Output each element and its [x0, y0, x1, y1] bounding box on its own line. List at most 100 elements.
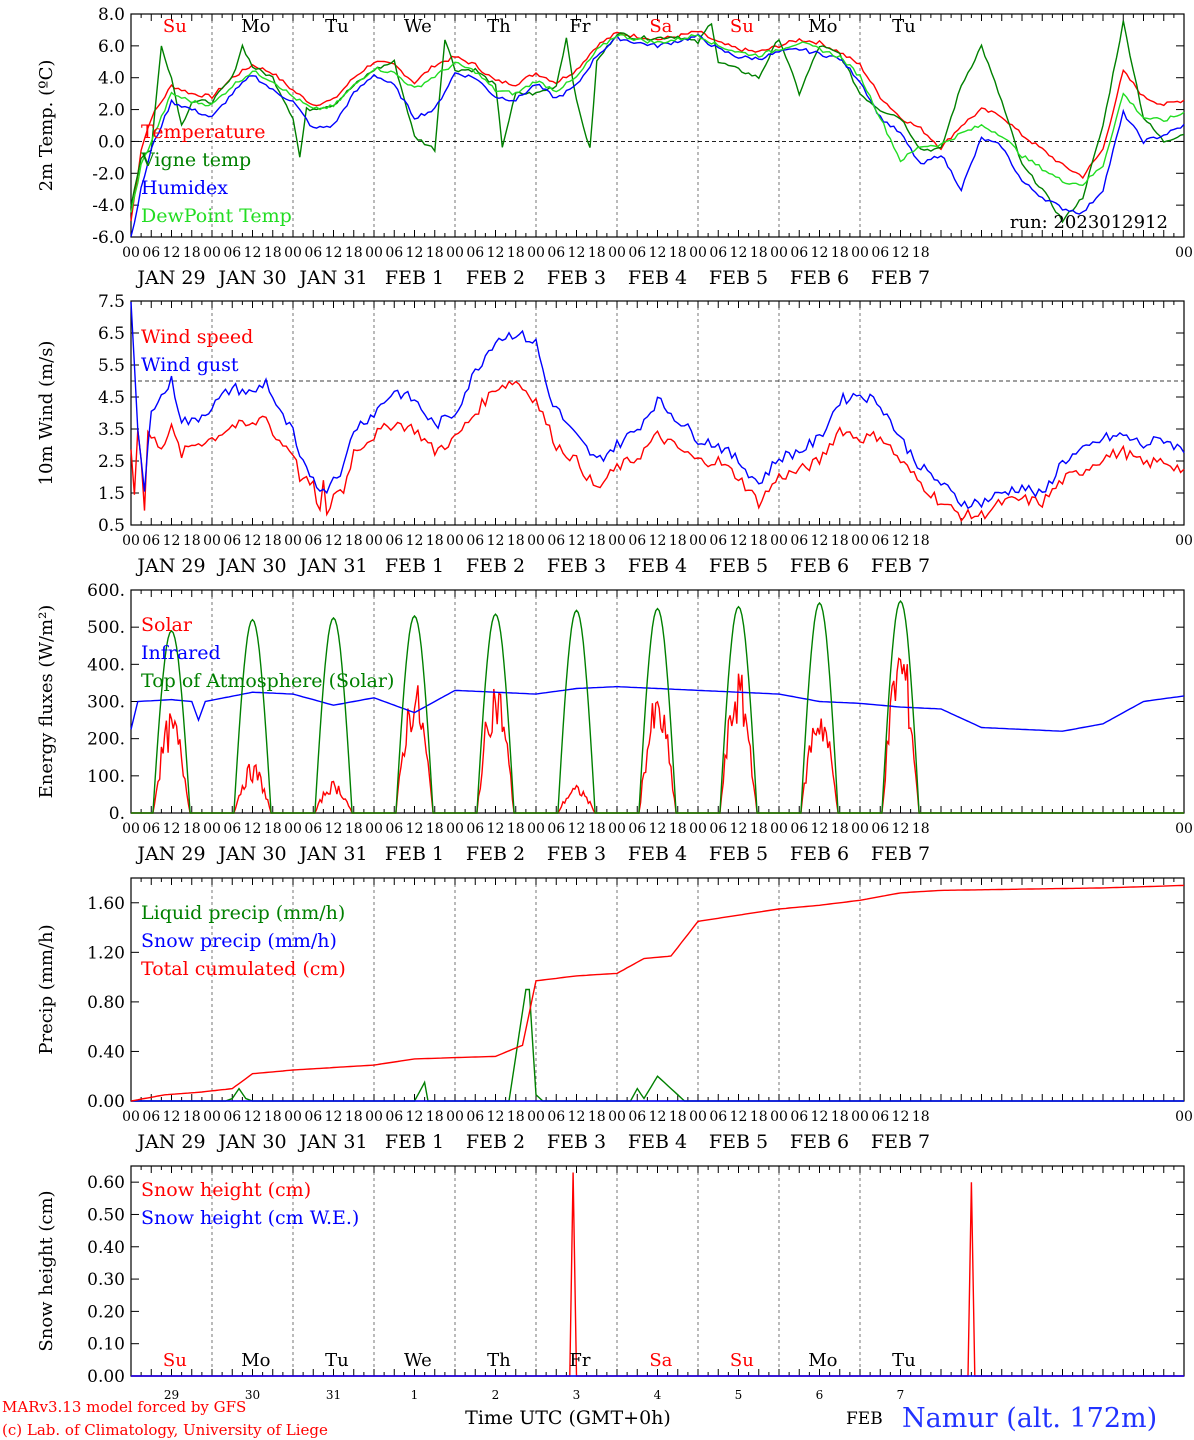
hour-tick-label: 06 [385, 821, 403, 837]
hour-tick-label: 12 [730, 245, 748, 261]
hour-tick-label: 12 [406, 245, 424, 261]
hour-tick-label: 12 [730, 1109, 748, 1125]
date-label: FEB 1 [385, 267, 444, 289]
series-line-total-cumulated-cm- [130, 884, 1185, 1102]
hour-tick-label: 06 [223, 533, 241, 549]
y-axis-title: 10m Wind (m/s) [36, 341, 57, 486]
hour-tick-label: 06 [790, 245, 808, 261]
plot-frame [130, 300, 1185, 526]
date-label: FEB 7 [871, 267, 930, 289]
legend-wind-speed: Wind speed [141, 326, 253, 348]
weekday-label: Tu [325, 1350, 349, 1371]
date-label: FEB 7 [871, 843, 930, 865]
date-label: FEB 2 [466, 843, 525, 865]
hour-tick-label: 18 [669, 821, 687, 837]
hour-tick-label: 18 [588, 1109, 606, 1125]
date-label: FEB 7 [871, 555, 930, 577]
date-label: JAN 29 [135, 267, 205, 289]
hour-tick-label: 12 [244, 821, 262, 837]
legend-top-of-atmosphere-solar-: Top of Atmosphere (Solar) [141, 670, 394, 692]
hour-tick-label: 00 [527, 1109, 545, 1125]
y-axis-title: Energy fluxes (W/m²) [36, 605, 57, 799]
hour-tick-label: 06 [547, 821, 565, 837]
y-tick-label: 7.5 [98, 292, 125, 312]
hour-tick-label: 06 [709, 245, 727, 261]
date-label: JAN 29 [135, 555, 205, 577]
hour-tick-label: 12 [325, 533, 343, 549]
hour-tick-label: 18 [750, 533, 768, 549]
date-label: FEB 5 [709, 267, 768, 289]
hour-tick-label: 06 [466, 1109, 484, 1125]
hour-tick-label: 18 [588, 245, 606, 261]
hour-tick-label: 18 [831, 245, 849, 261]
y-tick-label: 100. [87, 767, 125, 787]
hour-tick-label: 00 [365, 821, 383, 837]
hour-tick-label: 06 [547, 533, 565, 549]
hour-tick-label: 00 [284, 821, 302, 837]
y-tick-label: 500. [87, 618, 125, 638]
hour-tick-label: 06 [790, 533, 808, 549]
hour-tick-label: 12 [649, 821, 667, 837]
hour-tick-label: 00 [608, 1109, 626, 1125]
y-tick-label: 4.5 [98, 388, 125, 408]
date-label: JAN 31 [297, 1131, 367, 1153]
hour-tick-label: 12 [892, 533, 910, 549]
hour-tick-label: 12 [568, 1109, 586, 1125]
series-line-temperature [130, 30, 1185, 222]
hour-tick-label: 00 [851, 245, 869, 261]
hour-tick-label: 00 [203, 533, 221, 549]
hour-tick-label: 00 [446, 245, 464, 261]
y-tick-label: 0.50 [87, 1205, 125, 1225]
weekday-label: Sa [649, 1350, 672, 1371]
series-line-liquid-precip-mm-h- [131, 988, 1184, 1102]
date-label: FEB 3 [547, 555, 606, 577]
y-tick-label: 0.00 [87, 1092, 125, 1112]
y-tick-label: 4.0 [98, 69, 125, 89]
hour-tick-label: 12 [568, 533, 586, 549]
hour-tick-label: 18 [507, 821, 525, 837]
y-tick-label: 2.0 [98, 101, 125, 121]
day-number-label: 4 [654, 1388, 662, 1402]
hour-tick-label: 06 [709, 821, 727, 837]
y-axis-title: Snow height (cm) [36, 1190, 57, 1351]
hour-tick-label: 00 [851, 533, 869, 549]
weekday-label: Mo [808, 16, 837, 37]
hour-tick-label: 06 [790, 821, 808, 837]
date-label: FEB 6 [790, 1131, 849, 1153]
y-tick-label: 0. [109, 804, 125, 824]
hour-tick-label: 00 [851, 821, 869, 837]
hour-tick-label: 12 [811, 821, 829, 837]
hour-tick-label: 06 [628, 533, 646, 549]
legend-solar: Solar [141, 614, 193, 636]
series-line-infrared [130, 685, 1185, 732]
date-label: FEB 1 [385, 555, 444, 577]
credit-line-2: (c) Lab. of Climatology, University of L… [2, 1421, 328, 1439]
hour-tick-label: 00 [1175, 245, 1193, 261]
hour-tick-label: 00 [608, 821, 626, 837]
y-tick-label: 0.40 [87, 1238, 125, 1258]
hour-tick-label: 12 [649, 1109, 667, 1125]
date-label: FEB 4 [628, 843, 687, 865]
hour-tick-label: 00 [203, 821, 221, 837]
hour-tick-label: 00 [365, 533, 383, 549]
hour-tick-label: 18 [507, 533, 525, 549]
hour-tick-label: 18 [183, 1109, 201, 1125]
y-tick-label: -4.0 [92, 196, 125, 216]
y-tick-label: 600. [87, 581, 125, 601]
chart-panel-3: 0. 100. 200. 300. 400. 500. 600. Energy fluxes … [36, 581, 1193, 865]
hour-tick-label: 18 [183, 821, 201, 837]
hour-tick-label: 18 [264, 821, 282, 837]
hour-tick-label: 18 [669, 245, 687, 261]
y-tick-label: 0.10 [87, 1335, 125, 1355]
hour-tick-label: 18 [912, 821, 930, 837]
hour-tick-label: 00 [527, 533, 545, 549]
weekday-label: Th [487, 16, 511, 37]
hour-tick-label: 00 [446, 1109, 464, 1125]
date-label: FEB 5 [709, 843, 768, 865]
hour-tick-label: 00 [770, 821, 788, 837]
weekday-label: Fr [569, 16, 590, 37]
hour-tick-label: 00 [770, 533, 788, 549]
date-label: JAN 31 [297, 267, 367, 289]
hour-tick-label: 12 [406, 821, 424, 837]
legend-dewpoint-temp: DewPoint Temp [141, 205, 292, 227]
